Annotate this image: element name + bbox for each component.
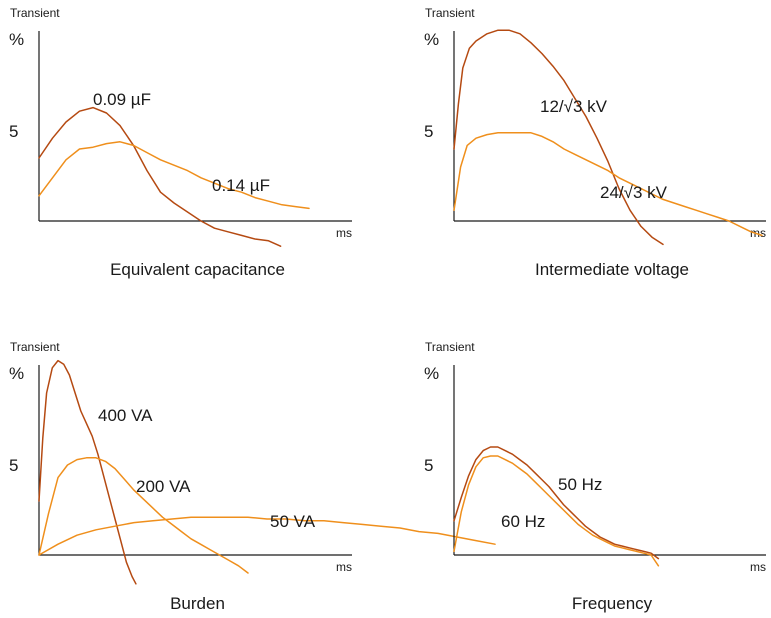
x-axis-label-ms: ms [336,560,352,574]
series-line-2 [38,141,310,210]
chart-caption: Burden [170,594,225,613]
x-axis-label-ms: ms [750,560,766,574]
y-tick-label: 5 [9,456,18,475]
y-tick-label: 5 [9,122,18,141]
series-label-2: 24/√3 kV [600,183,668,202]
chart-panel-1: Transient% 5 ms Equivalent capacitance 0.09 … [9,6,352,279]
chart-caption: Intermediate voltage [535,260,689,279]
series-line-2 [453,455,660,567]
series-line-1 [38,359,137,585]
x-axis-label-ms: ms [750,226,766,240]
chart-panel-3: Transient% 5 ms Burden 400 VA 200 VA 50 VA [9,340,496,613]
chart-caption: Frequency [572,594,653,613]
chart-panel-2: Transient% 5 ms Intermediate voltage 12/√3 k… [424,6,766,279]
x-axis-label-ms: ms [336,226,352,240]
series-label-2: 0.14 µF [212,176,270,195]
series-line-1 [453,29,664,246]
series-line-1 [453,446,660,560]
series-line-2 [38,457,249,574]
series-label-1: 400 VA [98,406,153,425]
series-line-3 [38,516,496,556]
series-label-1: 12/√3 kV [540,97,608,116]
series-label-1: 50 Hz [558,475,602,494]
series-label-2: 60 Hz [501,512,545,531]
series-label-1: 0.09 µF [93,90,151,109]
y-axis-label-transient: Transient [10,340,60,354]
series-label-3: 50 VA [270,512,316,531]
y-axis-label-percent: % [9,364,24,383]
series-line-1 [38,106,282,247]
y-axis-label-percent: % [9,30,24,49]
chart-panel-4: Transient% 5 ms Frequency 50 Hz 60 Hz [424,340,766,613]
y-tick-label: 5 [424,122,433,141]
y-axis-label-transient: Transient [10,6,60,20]
chart-caption: Equivalent capacitance [110,260,285,279]
y-tick-label: 5 [424,456,433,475]
series-line-2 [453,132,763,237]
y-axis-label-percent: % [424,30,439,49]
y-axis-label-percent: % [424,364,439,383]
y-axis-label-transient: Transient [425,340,475,354]
series-label-2: 200 VA [136,477,191,496]
y-axis-label-transient: Transient [425,6,475,20]
